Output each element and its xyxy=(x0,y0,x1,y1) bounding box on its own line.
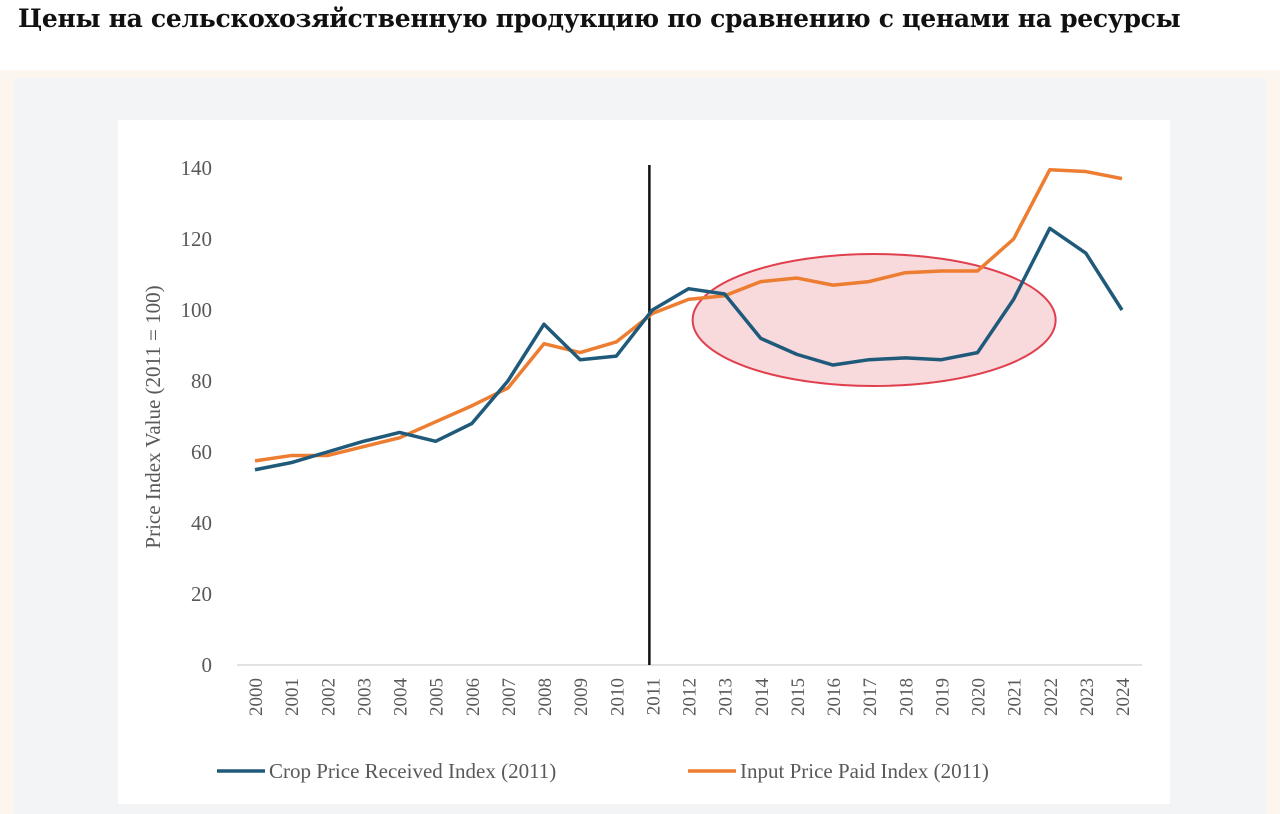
x-tick-label: 2010 xyxy=(607,678,628,716)
x-tick-label: 2005 xyxy=(427,678,448,716)
x-tick-label: 2019 xyxy=(932,678,953,716)
y-tick-label: 140 xyxy=(181,156,213,180)
y-tick-label: 60 xyxy=(191,440,212,464)
x-tick-label: 2021 xyxy=(1005,678,1026,716)
y-tick-label: 80 xyxy=(191,369,212,393)
x-tick-label: 2015 xyxy=(788,678,809,716)
x-tick-label: 2017 xyxy=(860,678,881,716)
y-axis-label: Price Index Value (2011 = 100) xyxy=(141,285,165,548)
series-line-crop xyxy=(254,226,1124,472)
x-tick-label: 2013 xyxy=(716,678,737,716)
x-tick-label: 2009 xyxy=(571,678,592,716)
y-tick-label: 0 xyxy=(202,653,213,677)
x-tick-label: 2014 xyxy=(752,678,773,717)
y-tick-label: 20 xyxy=(191,582,212,606)
x-tick-label: 2008 xyxy=(535,678,556,716)
y-tick-label: 40 xyxy=(191,511,212,535)
y-tick-label: 120 xyxy=(181,227,213,251)
page-title: Цены на сельскохозяйственную продукцию п… xyxy=(18,4,1181,33)
highlight-ellipse xyxy=(691,253,1057,387)
legend-label: Crop Price Received Index (2011) xyxy=(269,759,556,783)
x-tick-label: 2020 xyxy=(969,678,990,716)
x-tick-label: 2001 xyxy=(282,678,303,716)
x-tick-label: 2000 xyxy=(246,678,267,716)
x-tick-label: 2002 xyxy=(318,678,339,716)
legend-label: Input Price Paid Index (2011) xyxy=(740,759,989,783)
x-tick-label: 2007 xyxy=(499,678,520,716)
line-chart: Price Index Value (2011 = 100) 0 20 40 60 80… xyxy=(141,156,1142,783)
x-tick-label: 2006 xyxy=(463,678,484,716)
x-tick-label: 2024 xyxy=(1113,678,1134,717)
y-tick-label: 100 xyxy=(181,298,213,322)
x-tick-label: 2011 xyxy=(643,678,664,715)
x-tick-label: 2016 xyxy=(824,678,845,716)
x-tick-label: 2022 xyxy=(1041,678,1062,716)
x-tick-label: 2018 xyxy=(896,678,917,716)
x-tick-label: 2004 xyxy=(391,678,412,717)
chart-card: Price Index Value (2011 = 100) 0 20 40 60 80… xyxy=(118,120,1170,804)
x-tick-label: 2023 xyxy=(1077,678,1098,716)
x-tick-label: 2012 xyxy=(680,678,701,716)
x-tick-label: 2003 xyxy=(354,678,375,716)
series-line-input xyxy=(254,168,1123,463)
